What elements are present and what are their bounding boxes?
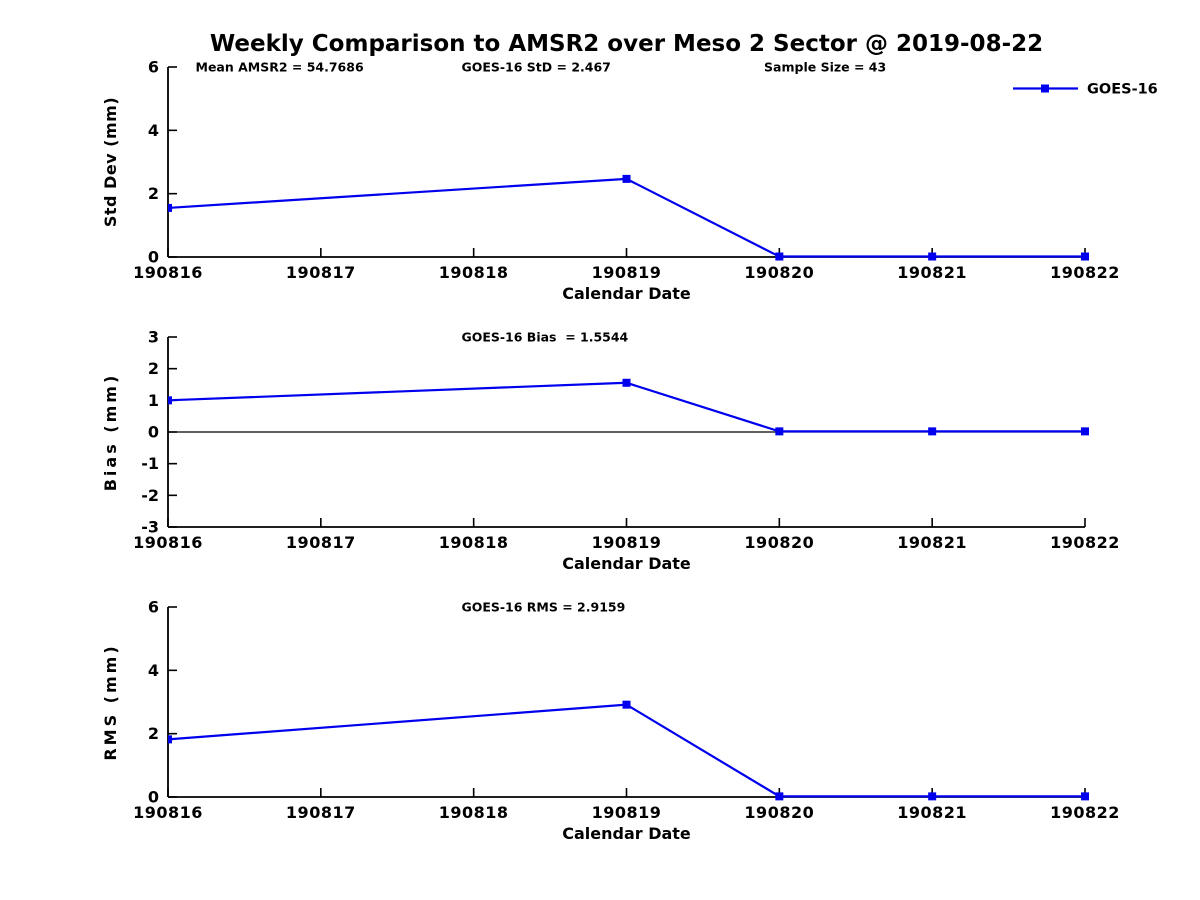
chart-title: Weekly Comparison to AMSR2 over Meso 2 S…: [209, 31, 1044, 57]
y-tick-label: 4: [148, 121, 159, 140]
x-tick-label: 190821: [897, 533, 967, 552]
data-point-marker: [1081, 792, 1089, 801]
subplot-1: 0 2 4 6 190816 190817 190818 190819 190820 190821…: [101, 58, 1158, 304]
x-tick-label: 190817: [286, 533, 356, 552]
y-tick-label: -1: [141, 454, 159, 473]
y-tick-label: 2: [148, 184, 159, 203]
y-tick-label: 3: [148, 328, 159, 347]
x-tick-label: 190816: [133, 263, 203, 282]
y-tick-label: 0: [148, 423, 159, 442]
x-axis-title: Calendar Date: [562, 824, 691, 843]
x-tick-label: 190822: [1050, 533, 1120, 552]
data-point-marker: [928, 252, 937, 261]
legend-label: GOES-16: [1087, 82, 1158, 98]
y-axis-title: Std Dev (mm): [101, 97, 120, 227]
series-line: [167, 177, 1085, 258]
series-line: [167, 703, 1085, 798]
y-tick-label: -3: [141, 518, 159, 537]
data-point-marker: [622, 378, 631, 387]
data-point-marker: [775, 792, 784, 801]
data-point-marker: [168, 203, 172, 212]
y-tick-label: 2: [148, 724, 159, 743]
x-tick-label: 190822: [1050, 263, 1120, 282]
x-tick-label: 190817: [286, 803, 356, 822]
x-tick-label: 190818: [439, 263, 509, 282]
y-axis-title: RMS (mm): [101, 643, 120, 760]
data-point-marker: [775, 252, 784, 261]
y-tick-label: 0: [148, 248, 159, 267]
y-tick-label: 2: [148, 359, 159, 378]
x-axis-title: Calendar Date: [562, 284, 691, 303]
data-point-marker: [1081, 427, 1089, 436]
x-tick-label: 190818: [439, 803, 509, 822]
y-tick-label: 6: [148, 598, 159, 617]
series-markers: [168, 378, 1089, 436]
legend: GOES-16: [1013, 82, 1158, 98]
x-tick-label: 190819: [592, 803, 662, 822]
x-tick-label: 190819: [592, 533, 662, 552]
plot-annotation: GOES-16 RMS = 2.9159: [461, 600, 625, 615]
data-point-marker: [1081, 252, 1089, 261]
plot-annotation: Sample Size = 43: [764, 60, 886, 75]
data-point-marker: [928, 792, 937, 801]
x-tick-label: 190816: [133, 803, 203, 822]
x-tick-label: 190819: [592, 263, 662, 282]
x-tick-label: 190817: [286, 263, 356, 282]
y-tick-label: 1: [148, 391, 159, 410]
y-tick-label: 0: [148, 788, 159, 807]
x-tick-label: 190822: [1050, 803, 1120, 822]
y-tick-label: 6: [148, 58, 159, 77]
subplot-3: 0 2 4 6 190816 190817 190818 190819 190820 190821…: [101, 598, 1120, 844]
y-tick-label: -2: [141, 486, 159, 505]
x-axis-title: Calendar Date: [562, 554, 691, 573]
series-markers: [168, 174, 1089, 261]
data-point-marker: [622, 174, 631, 183]
x-tick-label: 190820: [744, 263, 814, 282]
data-point-marker: [622, 700, 631, 709]
y-axis-title: Bias (mm): [101, 373, 120, 492]
x-tick-label: 190821: [897, 803, 967, 822]
series-markers: [168, 700, 1089, 801]
data-point-marker: [775, 427, 784, 436]
x-tick-label: 190816: [133, 533, 203, 552]
x-tick-label: 190820: [744, 803, 814, 822]
data-point-marker: [168, 735, 172, 744]
x-tick-label: 190820: [744, 533, 814, 552]
legend-marker: [1041, 84, 1049, 93]
series-line: [167, 381, 1085, 433]
subplot-2: -3 -2 -1 0 1 2 3 190816 190817 190818 190819 190820…: [101, 328, 1120, 574]
x-tick-label: 190821: [897, 263, 967, 282]
plot-annotation: GOES-16 Bias = 1.5544: [461, 330, 628, 345]
plot-annotation: GOES-16 StD = 2.467: [461, 60, 610, 75]
data-point-marker: [168, 396, 172, 405]
data-point-marker: [928, 427, 937, 436]
plot-annotation: Mean AMSR2 = 54.7686: [196, 60, 364, 75]
x-tick-label: 190818: [439, 533, 509, 552]
y-tick-label: 4: [148, 661, 159, 680]
